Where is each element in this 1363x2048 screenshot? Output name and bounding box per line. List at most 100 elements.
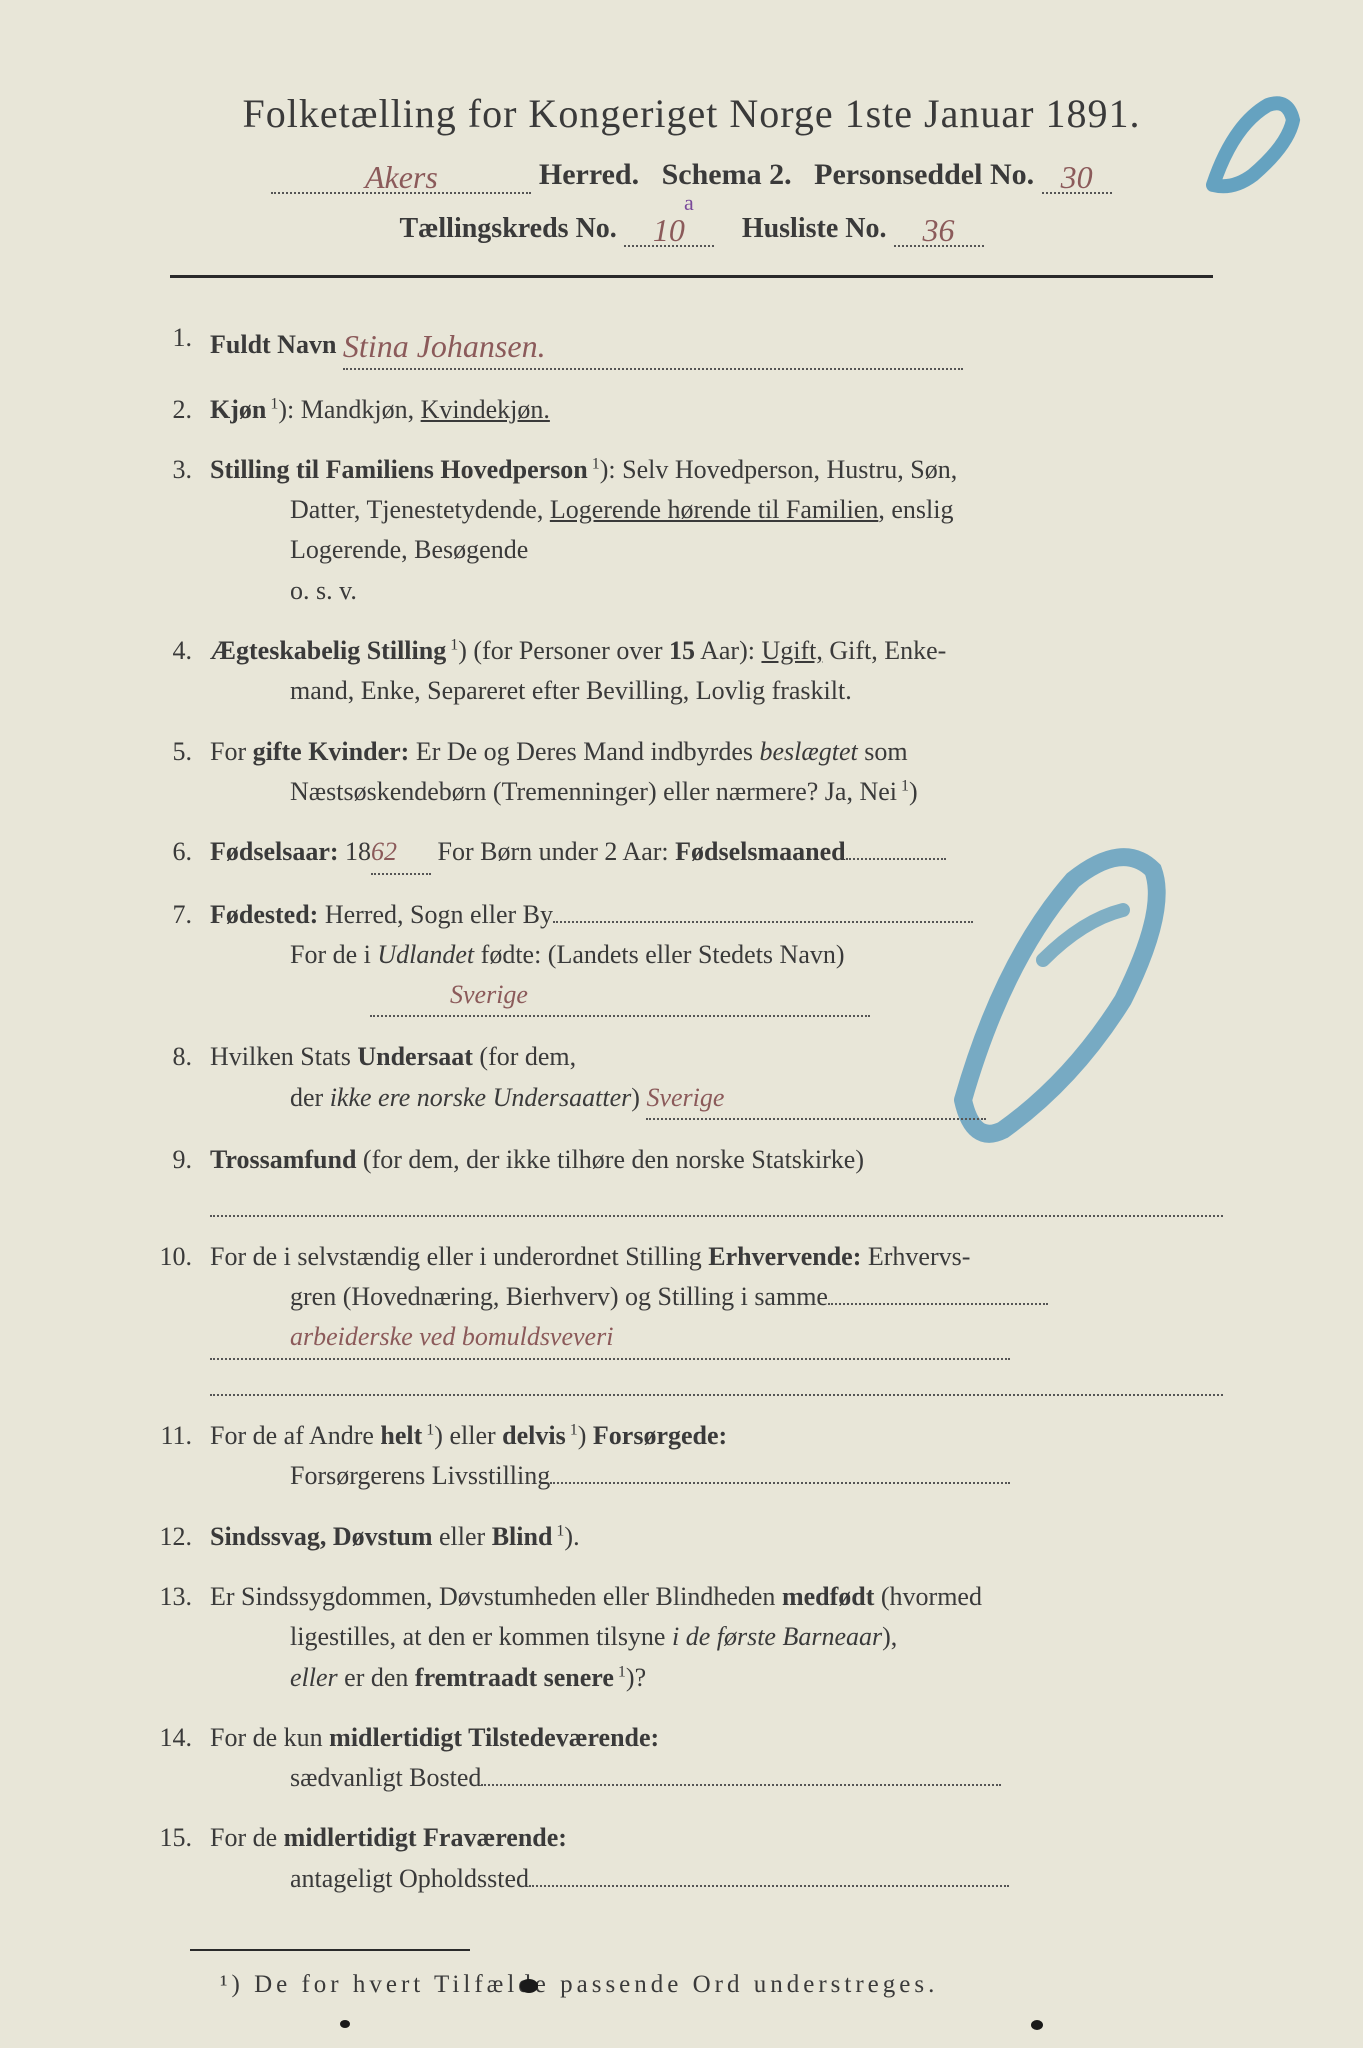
entry-13-line2a: ligestilles, at den er kommen tilsyne [290, 1622, 672, 1651]
entry-5-text2: som [858, 737, 908, 766]
entry-7-value: Sverige [450, 980, 528, 1009]
entry-8-line2b: ) [631, 1083, 640, 1112]
entry-10-prefix: For de i selvstændig eller i underordnet… [210, 1242, 708, 1271]
entry-3-selected: Logerende hørende til Familien [550, 495, 879, 524]
entry-number: 3. [150, 450, 210, 611]
entry-number: 13. [150, 1577, 210, 1698]
entry-12: 12. Sindssvag, Døvstum eller Blind 1). [150, 1517, 1223, 1557]
entry-4-selected: Ugift, [761, 636, 822, 665]
entry-8-label: Undersaat [357, 1042, 473, 1071]
entry-2-label: Kjøn [210, 395, 266, 424]
document-page: Folketælling for Kongeriget Norge 1ste J… [0, 0, 1363, 2048]
entry-11-line2: Forsørgerens Livsstilling [210, 1461, 550, 1490]
entry-number: 9. [150, 1140, 210, 1217]
entry-3-label: Stilling til Familiens Hovedperson [210, 455, 588, 484]
husliste-label: Husliste No. [742, 213, 887, 244]
title-text: Folketælling for Kongeriget Norge 1ste J… [243, 91, 1035, 136]
entry-4-line2: mand, Enke, Separeret efter Bevilling, L… [210, 676, 852, 705]
entry-13-line2b: ), [882, 1622, 897, 1651]
entry-5: 5. For gifte Kvinder: Er De og Deres Man… [150, 732, 1223, 813]
subtitle-line-2: Tællingskreds No. 10 a Husliste No. 36 [130, 208, 1253, 247]
entry-14-label: midlertidigt Tilstedeværende: [329, 1723, 659, 1752]
entry-8-line2a: der [290, 1083, 330, 1112]
ink-blot [520, 1979, 538, 1993]
entry-15: 15. For de midlertidigt Fraværende: anta… [150, 1818, 1223, 1899]
entry-5-italic: beslægtet [760, 737, 858, 766]
entry-3-line3: Logerende, Besøgende [210, 535, 528, 564]
entry-15-prefix: For de [210, 1823, 284, 1852]
entry-15-label: midlertidigt Fraværende: [284, 1823, 567, 1852]
footnote-rule [190, 1949, 470, 1951]
entry-10-blank [210, 1360, 1223, 1396]
entry-13-bold2: fremtraadt senere [415, 1663, 614, 1692]
entry-6-bold2: Fødselsmaaned [675, 837, 845, 866]
personseddel-value: 30 [1061, 159, 1093, 195]
entry-13-italic: i de første Barneaar [672, 1622, 882, 1651]
entry-10-line2: gren (Hovednæring, Bierhverv) og Stillin… [210, 1282, 828, 1311]
entry-9: 9. Trossamfund (for dem, der ikke tilhør… [150, 1140, 1223, 1217]
schema-label: Schema 2. [662, 158, 792, 191]
entry-9-text: (for dem, der ikke tilhøre den norske St… [356, 1145, 864, 1174]
entry-12-label2: Blind [492, 1522, 553, 1551]
entry-7-line2b: fødte: (Landets eller Stedets Navn) [474, 940, 844, 969]
entry-11-prefix: For de af Andre [210, 1421, 380, 1450]
entry-6-label: Fødselsaar: [210, 837, 339, 866]
entry-3: 3. Stilling til Familiens Hovedperson 1)… [150, 450, 1223, 611]
entry-13-text2: (hvormed [874, 1582, 982, 1611]
entry-4-fifteen: 15 [669, 636, 695, 665]
entry-number: 15. [150, 1818, 210, 1899]
entry-2-selected: Kvindekjøn. [421, 395, 550, 424]
taelling-label: Tællingskreds No. [399, 213, 616, 244]
entry-11: 11. For de af Andre helt 1) eller delvis… [150, 1416, 1223, 1497]
entry-8-text: (for dem, [473, 1042, 576, 1071]
entry-13-line3b: er den [338, 1663, 415, 1692]
entry-11-label3: Forsørgede: [593, 1421, 727, 1450]
entry-2: 2. Kjøn 1): Mandkjøn, Kvindekjøn. [150, 390, 1223, 430]
entry-number: 8. [150, 1037, 210, 1120]
entry-2-options: Mandkjøn, [301, 395, 421, 424]
entry-15-line2: antageligt Opholdssted [210, 1864, 529, 1893]
footnote-marker: ¹) [220, 1971, 244, 1998]
entry-13-line3a: eller [290, 1663, 338, 1692]
entry-10-value: arbeiderske ved bomuldsveveri [290, 1322, 613, 1351]
subtitle-line-1: Akers Herred. Schema 2. Personseddel No.… [130, 155, 1253, 194]
ink-blot [1031, 2020, 1043, 2030]
main-title: Folketælling for Kongeriget Norge 1ste J… [130, 90, 1253, 137]
herred-label: Herred. [539, 158, 639, 191]
entry-3-line2b: , enslig [878, 495, 953, 524]
entry-5-prefix: For [210, 737, 253, 766]
entry-7-label: Fødested: [210, 900, 318, 929]
entry-number: 11. [150, 1416, 210, 1497]
entry-number: 6. [150, 832, 210, 874]
entry-13-line3c: ? [635, 1663, 647, 1692]
entry-7-line2a: For de i [290, 940, 377, 969]
entries-container: 1. Fuldt Navn Stina Johansen. 2. Kjøn 1)… [130, 318, 1253, 1899]
entry-10-text: Erhvervs- [861, 1242, 970, 1271]
entry-4-label: Ægteskabelig Stilling [210, 636, 446, 665]
entry-11-mid: eller [443, 1421, 502, 1450]
entry-8-prefix: Hvilken Stats [210, 1042, 357, 1071]
entry-11-label2: delvis [502, 1421, 566, 1450]
entry-6-rest: For Børn under 2 Aar: [431, 837, 675, 866]
entry-3-line1: Selv Hovedperson, Hustru, Søn, [622, 455, 957, 484]
entry-number: 7. [150, 895, 210, 1018]
entry-12-mid: eller [433, 1522, 492, 1551]
entry-6-value: 62 [371, 837, 397, 866]
entry-9-blank [210, 1180, 1223, 1216]
entry-1: 1. Fuldt Navn Stina Johansen. [150, 318, 1223, 370]
entry-number: 2. [150, 390, 210, 430]
entry-7-italic: Udlandet [377, 940, 474, 969]
entry-11-label1: helt [380, 1421, 422, 1450]
entry-5-line2: Næstsøskendebørn (Tremenninger) eller næ… [210, 777, 897, 806]
personseddel-label: Personseddel No. [814, 158, 1034, 191]
entry-1-label: Fuldt Navn [210, 330, 336, 359]
entry-9-label: Trossamfund [210, 1145, 356, 1174]
entry-1-value: Stina Johansen. [343, 328, 546, 364]
entry-6: 6. Fødselsaar: 1862 For Børn under 2 Aar… [150, 832, 1223, 874]
entry-7: 7. Fødested: Herred, Sogn eller By For d… [150, 895, 1223, 1018]
husliste-value: 36 [923, 212, 955, 248]
entry-number: 14. [150, 1718, 210, 1799]
taelling-value: 10 [653, 212, 685, 248]
entry-number: 4. [150, 631, 210, 712]
entry-8: 8. Hvilken Stats Undersaat (for dem, der… [150, 1037, 1223, 1120]
